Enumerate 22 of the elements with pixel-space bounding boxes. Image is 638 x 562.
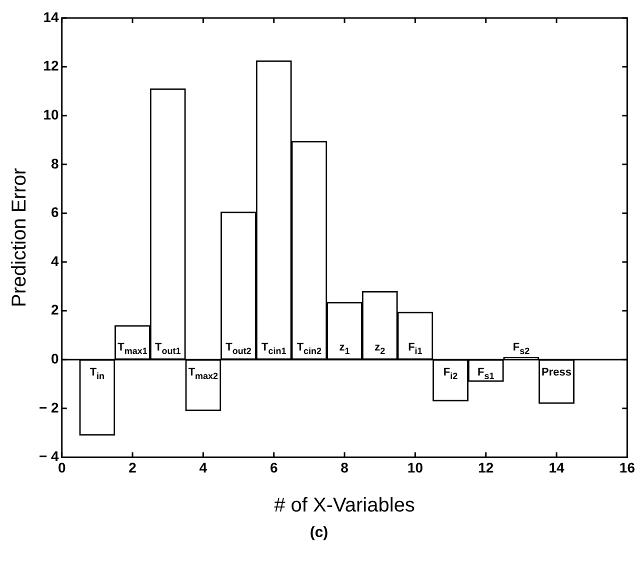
y-axis-title: Prediction Error bbox=[8, 168, 31, 308]
y-tick-label: 0 bbox=[51, 350, 60, 366]
x-tick-label: 6 bbox=[270, 459, 278, 476]
x-tick-label: 10 bbox=[407, 459, 424, 476]
x-tick-label: 2 bbox=[128, 459, 137, 476]
y-tick-label: − 4 bbox=[38, 448, 60, 464]
annotation: Press bbox=[542, 366, 572, 379]
x-tick-label: 8 bbox=[340, 459, 349, 476]
y-tick-label: 12 bbox=[43, 58, 60, 74]
y-tick-label: 8 bbox=[51, 155, 60, 172]
y-tick-label: 10 bbox=[43, 106, 60, 122]
y-tick-label: 6 bbox=[51, 204, 60, 220]
x-axis-title: # of X-Variables bbox=[274, 494, 415, 517]
y-tick-label: − 2 bbox=[38, 399, 60, 416]
y-tick-label: 4 bbox=[51, 252, 60, 269]
x-tick-label: 4 bbox=[199, 459, 208, 476]
x-tick-label: 14 bbox=[548, 459, 565, 476]
y-tick-label: 2 bbox=[51, 302, 60, 318]
text: (c) bbox=[308, 524, 330, 541]
x-tick-label: 12 bbox=[478, 459, 494, 476]
y-tick-label: 14 bbox=[43, 8, 60, 25]
x-tick-label: 16 bbox=[619, 459, 636, 476]
